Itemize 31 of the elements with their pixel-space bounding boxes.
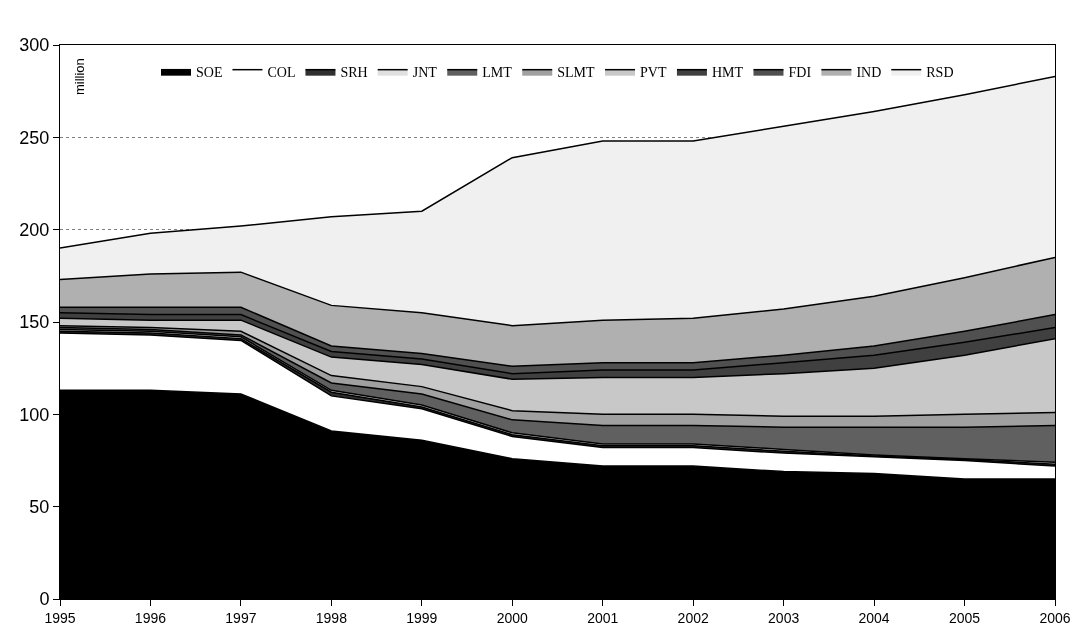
x-tick-label: 1998 xyxy=(315,609,348,626)
y-tick-label: 50 xyxy=(29,496,50,517)
x-tick-label: 1997 xyxy=(225,609,257,626)
legend-label: IND xyxy=(856,65,882,81)
y-tick-label: 100 xyxy=(19,404,50,425)
legend-label: FDI xyxy=(788,65,812,81)
x-tick-label: 2006 xyxy=(1039,609,1071,626)
legend-label: PVT xyxy=(640,65,667,81)
x-tick-label: 1999 xyxy=(406,609,438,626)
x-tick-label: 2002 xyxy=(677,609,709,626)
y-tick-label: 0 xyxy=(39,589,50,610)
x-tick-label: 2003 xyxy=(768,609,800,626)
legend-label: SRH xyxy=(340,65,368,81)
y-axis-title: million xyxy=(71,58,87,96)
x-tick-label: 1996 xyxy=(134,609,167,626)
legend-label: COL xyxy=(267,65,296,81)
y-tick-label: 300 xyxy=(19,35,50,56)
y-tick-label: 200 xyxy=(19,219,50,240)
x-tick-label: 2005 xyxy=(948,609,981,626)
y-tick-label: 150 xyxy=(19,312,50,333)
legend-label: HMT xyxy=(711,65,744,81)
x-tick-label: 2000 xyxy=(496,609,529,626)
legend-label: JNT xyxy=(412,65,438,81)
legend-label: SOE xyxy=(196,65,223,81)
x-tick-label: 2004 xyxy=(858,609,890,626)
legend-label: SLMT xyxy=(557,65,596,81)
legend-label: RSD xyxy=(926,65,954,81)
x-tick-label: 1995 xyxy=(44,609,76,626)
y-tick-label: 250 xyxy=(19,127,50,148)
x-tick-label: 2001 xyxy=(587,609,619,626)
legend-label: LMT xyxy=(482,65,513,81)
